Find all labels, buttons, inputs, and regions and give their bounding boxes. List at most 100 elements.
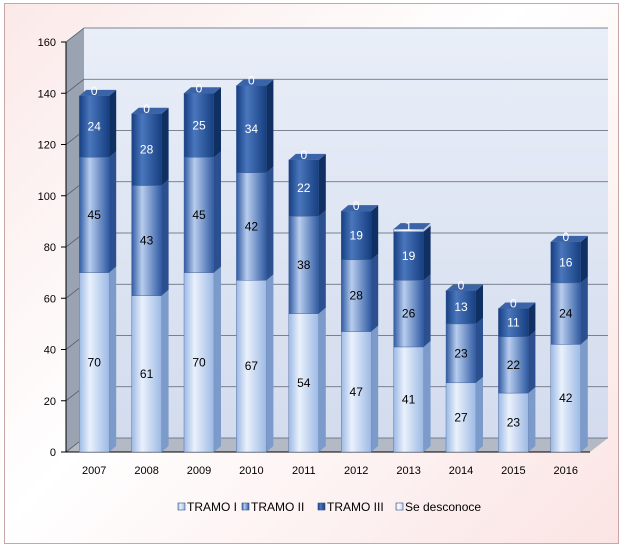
bar-top: [341, 205, 379, 212]
bar-segment: [550, 282, 581, 345]
y-tick-label: 160: [38, 37, 56, 49]
x-tick-label: 2013: [396, 465, 420, 477]
data-label: 16: [559, 255, 573, 269]
y-tick-label: 120: [38, 140, 56, 152]
bar-side: [161, 107, 169, 186]
x-tick-label: 2008: [134, 465, 158, 477]
legend-swatch: [241, 502, 250, 511]
data-label: 67: [245, 359, 259, 373]
data-label: 41: [402, 392, 416, 406]
bar-segment: [498, 392, 529, 453]
bar-segment: [78, 95, 110, 158]
bar-top: [184, 87, 221, 94]
bar-segment: [445, 323, 477, 384]
x-tick-label: 2011: [292, 465, 316, 477]
bar-segment: [288, 313, 319, 453]
bar-side: [528, 387, 536, 452]
data-label: 38: [297, 258, 311, 272]
bar-top: [446, 284, 483, 291]
bar-top: [236, 79, 274, 86]
bar-side: [109, 89, 117, 158]
data-label: 45: [192, 208, 206, 222]
bar-segment: [288, 159, 319, 217]
bar-side: [214, 151, 221, 273]
data-label: 22: [507, 358, 521, 372]
legend-label: TRAMO I: [187, 500, 237, 514]
bar-side: [423, 274, 431, 347]
data-label: 22: [297, 181, 311, 195]
bar-top: [288, 153, 326, 160]
gridline: [65, 27, 608, 43]
bar-side: [318, 153, 326, 217]
y-tick-label: 140: [38, 88, 56, 100]
data-label: 70: [192, 355, 206, 369]
data-label: 47: [350, 385, 364, 399]
data-label: 27: [454, 410, 468, 424]
legend-swatch: [395, 502, 404, 511]
bar-side: [476, 284, 483, 324]
bar-side: [318, 307, 326, 452]
data-label: 23: [454, 346, 468, 360]
data-label: 26: [402, 307, 416, 321]
data-label: 0: [196, 81, 203, 95]
y-tick-label: 60: [44, 293, 56, 305]
y-tick-label: 20: [44, 396, 56, 408]
data-label: 28: [350, 289, 364, 303]
data-label: 42: [559, 391, 573, 405]
bar-segment: [236, 85, 267, 173]
bar-segment: [131, 185, 162, 296]
gridline: [65, 78, 608, 94]
data-label: 0: [91, 84, 98, 98]
bar-segment: [236, 280, 267, 453]
bar-side: [580, 338, 588, 452]
bar-side: [423, 223, 431, 232]
data-label: 43: [140, 234, 154, 248]
bar-segment: [341, 331, 372, 453]
bar-top: [79, 89, 117, 96]
data-label: 1: [405, 220, 412, 234]
bar-side: [109, 151, 117, 273]
data-label: 0: [458, 279, 465, 293]
data-label: 13: [454, 300, 468, 314]
x-tick-label: 2016: [554, 465, 578, 477]
data-label: 42: [245, 220, 259, 234]
bar-segment: [341, 210, 372, 261]
data-label: 25: [192, 118, 206, 132]
bar-side: [109, 266, 117, 452]
bar-side: [528, 302, 536, 337]
bar-side: [423, 225, 431, 281]
data-label: 28: [140, 143, 154, 157]
legend-label: TRAMO II: [251, 500, 304, 514]
data-label: 0: [562, 230, 569, 244]
bar-side: [371, 325, 379, 452]
legend-swatch: [317, 502, 326, 511]
bar-segment: [393, 280, 424, 348]
bar-segment: [131, 113, 162, 186]
data-label: 19: [350, 228, 364, 242]
data-label: 54: [297, 376, 311, 390]
bar-side: [266, 274, 274, 452]
y-tick-label: 80: [44, 242, 56, 254]
bar-side: [371, 253, 379, 332]
bar-segment: [183, 93, 215, 158]
bar-side: [266, 166, 274, 281]
data-label: 34: [245, 122, 259, 136]
data-label: 70: [88, 355, 102, 369]
bar-side: [214, 266, 221, 452]
x-tick-label: 2014: [449, 465, 473, 477]
bar-side: [161, 289, 169, 452]
bar-side: [371, 205, 379, 260]
x-tick-label: 2012: [344, 465, 368, 477]
bar-side: [318, 210, 326, 314]
data-label: 0: [248, 74, 255, 88]
bar-top: [498, 302, 536, 309]
data-label: 0: [143, 102, 150, 116]
x-tick-label: 2010: [239, 465, 263, 477]
bar-segment: [78, 272, 110, 453]
bar-side: [476, 317, 483, 383]
x-tick-label: 2015: [501, 465, 525, 477]
legend-label: TRAMO III: [327, 500, 384, 514]
bar-side: [580, 276, 588, 345]
data-label: 24: [559, 307, 573, 321]
